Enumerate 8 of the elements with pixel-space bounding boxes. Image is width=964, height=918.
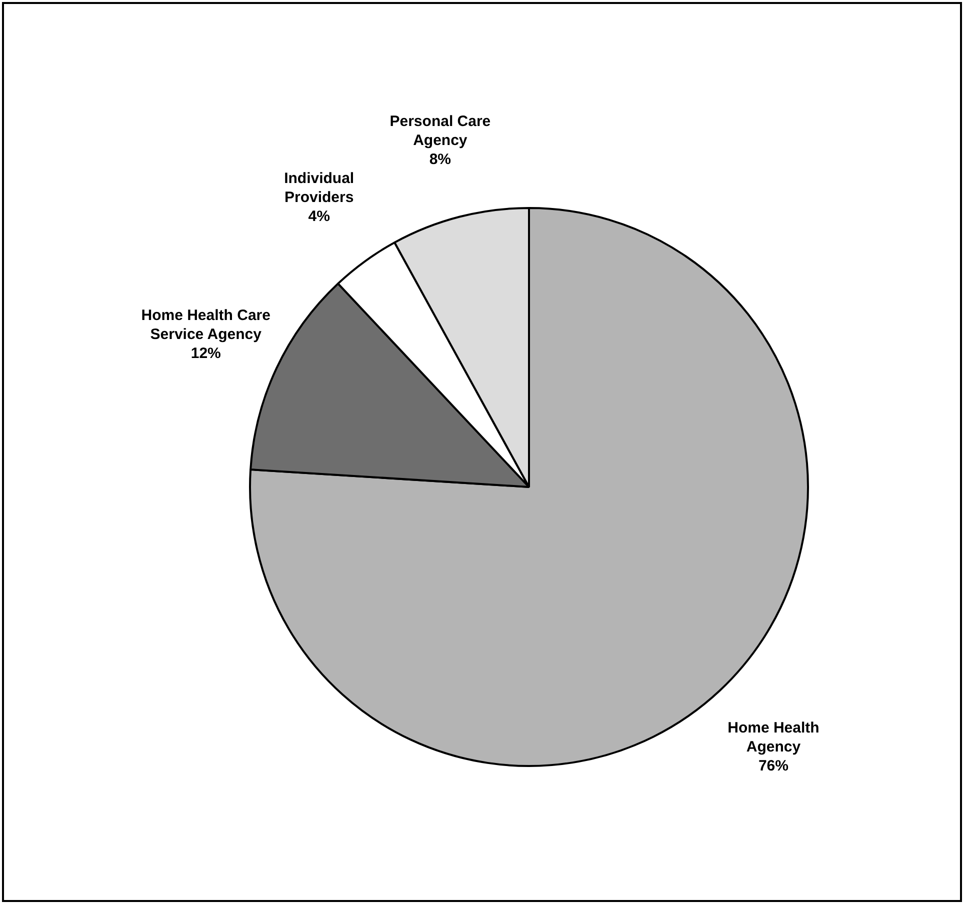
slice-label: Personal Care Agency [390,113,491,150]
data-label: 4% [308,208,330,226]
slice-label: Home Health Care Service Agency [141,307,270,344]
data-label: 76% [758,757,788,774]
data-label: 8% [429,151,452,168]
slice-label: Home Health Agency [728,719,820,756]
data-label: 12% [190,345,221,362]
slice-label: Individual Providers [284,170,354,206]
